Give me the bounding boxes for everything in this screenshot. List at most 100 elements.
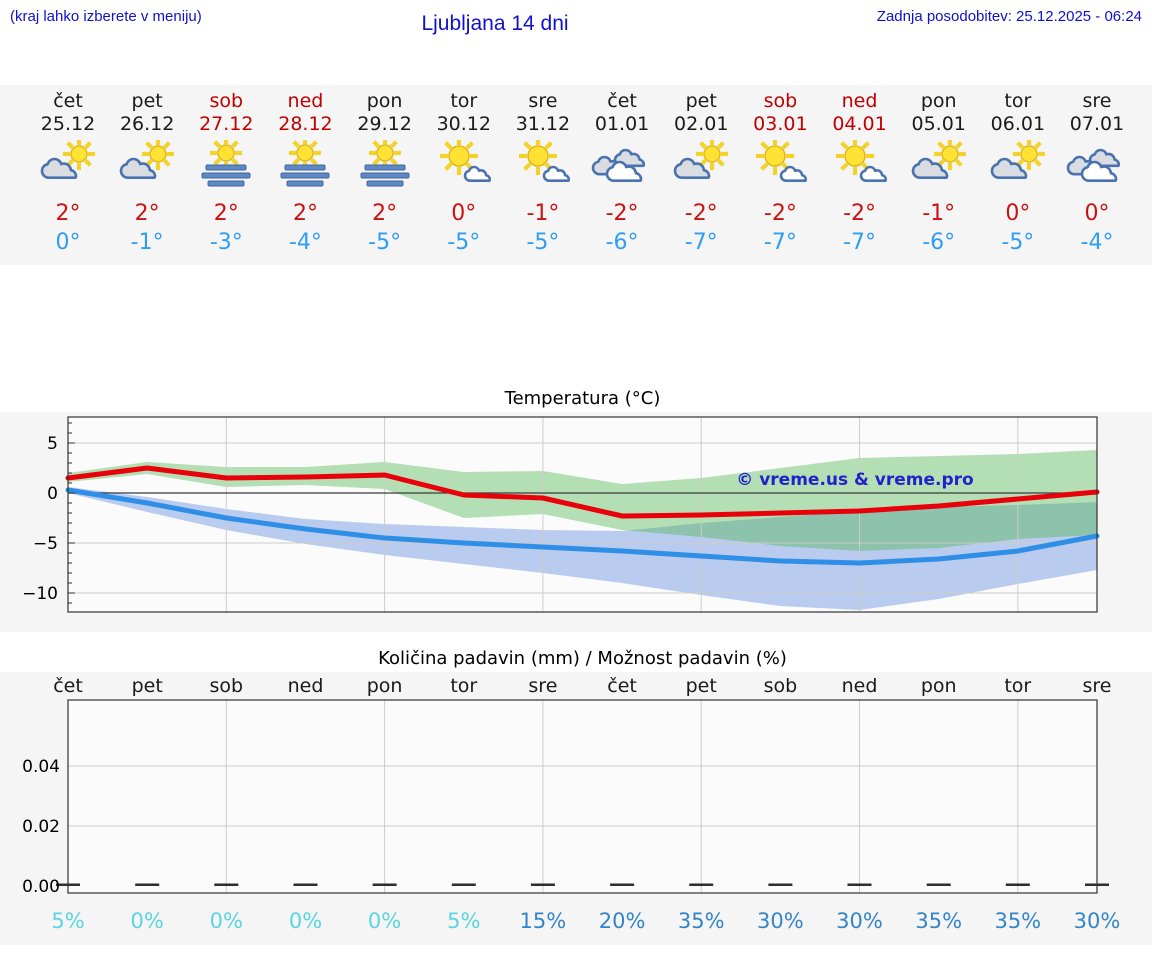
max-temp-label: 2° (134, 201, 160, 226)
precip-day-label: ned (288, 675, 324, 697)
forecast-day[interactable]: čet 25.12 2° 0° (28, 85, 108, 257)
forecast-day[interactable]: sre 31.12 -1° -5° (503, 85, 583, 257)
min-temp-label: -6° (605, 230, 639, 255)
day-name-label: sre (1082, 90, 1112, 112)
precip-bar (372, 883, 397, 886)
forecast-day[interactable]: pon 29.12 2° -5° (345, 85, 425, 257)
max-temp-label: -2° (684, 201, 718, 226)
precip-percent-label: 20% (599, 909, 646, 933)
precip-percent-label: 0% (289, 909, 322, 933)
precip-bar (214, 883, 239, 886)
min-temp-label: -6° (922, 230, 956, 255)
max-temp-label: -1° (526, 201, 560, 226)
precip-percent-label: 5% (447, 909, 480, 933)
temp-y-tick-label: −10 (22, 584, 58, 604)
precip-day-label: tor (1004, 675, 1031, 697)
max-temp-label: 0° (1005, 201, 1031, 226)
precip-y-tick-label: 0.00 (22, 877, 60, 897)
watermark-link[interactable]: © vreme.us & vreme.pro (736, 470, 973, 490)
forecast-day[interactable]: sob 27.12 2° -3° (186, 85, 266, 257)
precip-percent-label: 5% (51, 909, 84, 933)
max-temp-label: 2° (292, 201, 318, 226)
cloudy-icon (1066, 148, 1121, 183)
max-temp-label: 0° (1084, 201, 1110, 226)
precip-day-label: pon (921, 675, 957, 697)
day-name-label: tor (1004, 90, 1032, 112)
forecast-strip: čet 25.12 2° 0° pet 26.12 2° -1° sob 27.12 2° -3° ne… (0, 85, 1152, 265)
partly-cloudy-icon (990, 138, 1045, 180)
precip-day-label: sre (1083, 675, 1112, 697)
forecast-day[interactable]: tor 06.01 0° -5° (978, 85, 1058, 257)
day-date-label: 06.01 (990, 113, 1046, 135)
day-date-label: 31.12 (515, 113, 571, 135)
day-date-label: 07.01 (1069, 113, 1125, 135)
precip-percent-label: 35% (915, 909, 962, 933)
forecast-day[interactable]: pet 26.12 2° -1° (107, 85, 187, 257)
forecast-day[interactable]: čet 01.01 -2° -6° (582, 85, 662, 257)
sun-fog-icon (280, 137, 330, 187)
mostly-sunny-icon (835, 137, 887, 182)
min-temp-label: -4° (1080, 230, 1114, 255)
temperature-chart-title: Temperatura (°C) (504, 388, 661, 409)
precip-bar (135, 883, 160, 886)
partly-cloudy-icon (911, 138, 966, 180)
precip-day-label: pet (132, 675, 163, 697)
day-name-label: tor (450, 90, 478, 112)
precip-chart-title: Količina padavin (mm) / Možnost padavin … (378, 648, 787, 669)
precip-percent-label: 30% (1074, 909, 1121, 933)
sun-fog-icon (360, 137, 410, 187)
day-date-label: 04.01 (832, 113, 887, 135)
min-temp-label: -7° (684, 230, 718, 255)
precip-bar (293, 883, 318, 886)
precip-day-label: ned (842, 675, 878, 697)
forecast-day[interactable]: pet 02.01 -2° -7° (661, 85, 741, 257)
day-name-label: pet (685, 90, 717, 112)
day-date-label: 01.01 (594, 113, 650, 135)
min-temp-label: -5° (526, 230, 560, 255)
temp-y-tick-label: 0 (47, 484, 58, 504)
precip-bar (451, 883, 476, 886)
forecast-day[interactable]: sre 07.01 0° -4° (1057, 85, 1137, 257)
mostly-sunny-icon (518, 137, 571, 182)
max-temp-label: 2° (213, 201, 239, 226)
day-name-label: čet (607, 90, 637, 112)
forecast-day[interactable]: ned 04.01 -2° -7° (820, 85, 900, 257)
min-temp-label: -7° (843, 230, 876, 255)
min-temp-label: -5° (1001, 230, 1035, 255)
precip-percent-label: 15% (520, 909, 567, 933)
precip-bar (689, 883, 714, 886)
precip-day-label: sob (210, 675, 244, 697)
max-temp-label: -2° (843, 201, 876, 226)
last-updated: Zadnja posodobitev: 25.12.2025 - 06:24 (876, 8, 1142, 25)
forecast-day[interactable]: pon 05.01 -1° -6° (899, 85, 979, 257)
day-date-label: 28.12 (278, 113, 333, 135)
temperature-chart: 5 0 −5 −10 © vreme.us & vreme.pro (0, 412, 1152, 632)
temp-max-line (65, 465, 1100, 519)
day-date-label: 26.12 (119, 113, 175, 135)
precip-day-label: čet (607, 675, 637, 697)
precip-percent-label: 35% (994, 909, 1041, 933)
day-date-label: 29.12 (357, 113, 412, 135)
precip-bar (926, 883, 951, 886)
day-date-label: 02.01 (674, 113, 729, 135)
temp-y-tick-label: 5 (47, 434, 58, 454)
precip-day-label: sre (528, 675, 557, 697)
mostly-sunny-icon (756, 137, 808, 182)
precip-day-label: čet (53, 675, 83, 697)
day-date-label: 27.12 (199, 113, 254, 135)
forecast-day[interactable]: ned 28.12 2° -4° (265, 85, 345, 257)
day-name-label: ned (841, 90, 878, 112)
partly-cloudy-icon (119, 138, 175, 180)
day-date-label: 25.12 (40, 113, 96, 135)
forecast-day[interactable]: tor 30.12 0° -5° (424, 85, 504, 257)
day-name-label: pon (920, 90, 957, 112)
forecast-day[interactable]: sob 03.01 -2° -7° (740, 85, 820, 257)
precip-y-tick-label: 0.04 (22, 757, 60, 777)
day-name-label: čet (53, 90, 83, 112)
precip-percent-label: 0% (368, 909, 401, 933)
cloudy-icon (591, 148, 646, 183)
day-date-label: 03.01 (753, 113, 808, 135)
precipitation-chart: čet pet sob ned pon tor sre čet pet sob ned pon tor s… (0, 672, 1152, 945)
precip-day-label: pon (367, 675, 403, 697)
max-temp-label: 2° (55, 201, 81, 226)
